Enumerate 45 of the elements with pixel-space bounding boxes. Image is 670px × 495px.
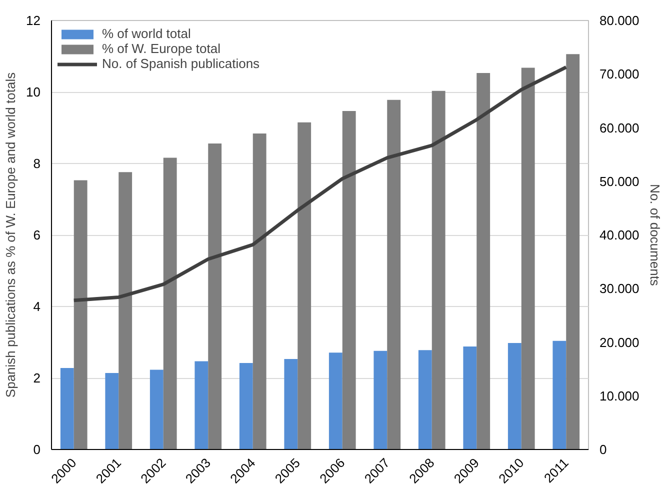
y2-tick-label: 0 bbox=[600, 442, 607, 457]
bar bbox=[194, 361, 208, 450]
y2-tick-label: 20.000 bbox=[600, 334, 640, 350]
y2-tick-label: 40.000 bbox=[600, 228, 640, 242]
bar bbox=[239, 362, 253, 450]
bar bbox=[163, 158, 177, 450]
y-tick-label: 8 bbox=[33, 156, 41, 171]
y2-tick-label: 10.000 bbox=[600, 388, 640, 404]
bar bbox=[208, 143, 222, 450]
y2-tick-label: 80.000 bbox=[600, 13, 640, 28]
bar bbox=[284, 359, 298, 450]
legend-label: % of W. Europe total bbox=[102, 41, 221, 56]
bar bbox=[418, 350, 432, 450]
y2-tick-label: 50.000 bbox=[600, 174, 640, 189]
y2-axis-title: No. of documents bbox=[647, 184, 662, 286]
legend-label: No. of Spanish publications bbox=[102, 56, 260, 71]
bar bbox=[552, 340, 566, 450]
bar bbox=[432, 90, 446, 450]
bar bbox=[298, 122, 312, 450]
bar bbox=[566, 54, 580, 450]
bar bbox=[342, 110, 356, 450]
y-tick-label: 12 bbox=[26, 13, 41, 28]
bar bbox=[508, 342, 522, 450]
y-tick-label: 0 bbox=[33, 442, 41, 457]
y-axis-title: Spanish publications as % of W. Europe and world totals bbox=[3, 72, 18, 398]
y2-tick-label: 70.000 bbox=[600, 66, 640, 82]
y-tick-label: 6 bbox=[33, 228, 41, 242]
y-tick-label: 4 bbox=[33, 299, 41, 314]
bar bbox=[74, 180, 88, 450]
bar bbox=[387, 100, 401, 450]
bar bbox=[463, 346, 477, 450]
bar bbox=[328, 352, 342, 450]
bar bbox=[118, 172, 132, 450]
y-tick-label: 10 bbox=[26, 84, 41, 100]
bar bbox=[105, 372, 119, 450]
bar bbox=[150, 370, 164, 450]
y2-tick-label: 60.000 bbox=[600, 120, 640, 136]
bar bbox=[60, 368, 74, 450]
bar bbox=[521, 68, 535, 450]
y-tick-label: 2 bbox=[33, 370, 41, 386]
bar bbox=[252, 133, 266, 450]
legend-label: % of world total bbox=[102, 26, 191, 41]
bar bbox=[374, 350, 388, 450]
y2-tick-label: 30.000 bbox=[600, 281, 640, 296]
bar bbox=[476, 73, 490, 450]
